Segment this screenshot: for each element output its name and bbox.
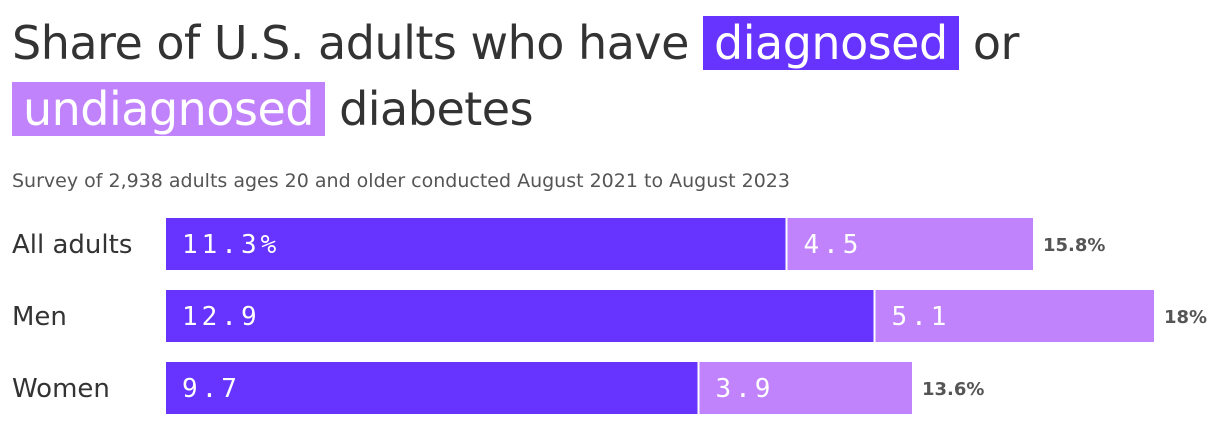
title-highlight-diagnosed: diagnosed bbox=[703, 16, 959, 70]
total-label: 13.6% bbox=[922, 379, 984, 400]
bar-undiagnosed bbox=[875, 290, 1154, 342]
bar-value-label: 4.5 bbox=[804, 230, 863, 260]
title-connector: or bbox=[972, 16, 1020, 70]
bar-undiagnosed bbox=[699, 362, 912, 414]
category-label: All adults bbox=[12, 230, 132, 260]
title-prefix: Share of U.S. adults who have bbox=[12, 16, 689, 70]
category-label: Women bbox=[12, 374, 110, 404]
bar-value-label: 3.9 bbox=[716, 374, 775, 404]
stacked-bar-chart: All adults 11.3% 4.5 15.8% Men 12.9 5.1 18% Wome… bbox=[12, 218, 1207, 414]
bar-diagnosed bbox=[166, 362, 698, 414]
total-label: 15.8% bbox=[1043, 235, 1105, 256]
title-suffix: diabetes bbox=[339, 82, 534, 136]
bar-diagnosed bbox=[166, 290, 874, 342]
bar-undiagnosed bbox=[787, 218, 1033, 270]
bar-value-label: 9.7 bbox=[182, 374, 241, 404]
bar-value-label: 5.1 bbox=[892, 302, 951, 332]
category-label: Men bbox=[12, 302, 67, 332]
total-label: 18% bbox=[1164, 307, 1207, 328]
chart-title: Share of U.S. adults who have diagnosed … bbox=[12, 10, 1202, 142]
bar-diagnosed bbox=[166, 218, 786, 270]
bar-value-label: 12.9 bbox=[182, 302, 261, 332]
chart-subtitle: Survey of 2,938 adults ages 20 and older… bbox=[12, 170, 790, 192]
bar-value-label: 11.3% bbox=[182, 230, 280, 260]
title-highlight-undiagnosed: undiagnosed bbox=[12, 82, 325, 136]
